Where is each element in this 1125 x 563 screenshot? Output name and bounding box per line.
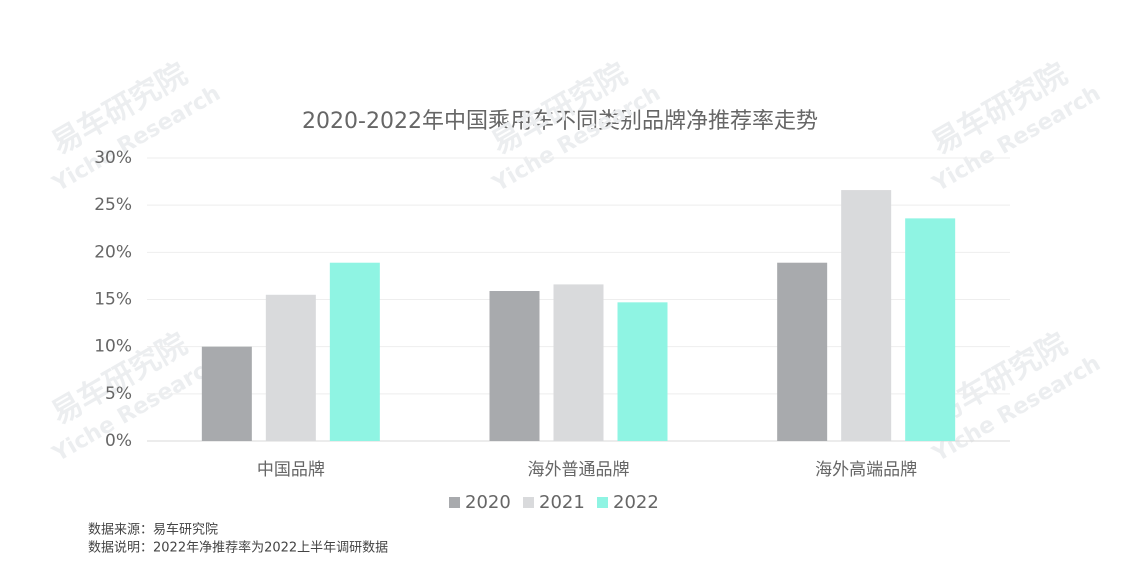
legend-swatch xyxy=(597,497,608,508)
legend-swatch xyxy=(523,497,534,508)
y-tick-label: 25% xyxy=(94,195,132,215)
bar xyxy=(841,190,892,441)
bar xyxy=(489,291,540,441)
y-tick-label: 20% xyxy=(94,242,132,262)
legend-label: 2021 xyxy=(539,492,585,513)
bar xyxy=(617,302,668,441)
x-tick-label: 海外普通品牌 xyxy=(528,460,630,480)
legend-swatch xyxy=(449,497,460,508)
y-tick-label: 5% xyxy=(105,384,132,404)
x-tick-label: 中国品牌 xyxy=(257,460,325,480)
y-tick-label: 0% xyxy=(105,431,132,451)
bar xyxy=(329,262,380,441)
source-note: 数据来源：易车研究院 xyxy=(88,522,218,538)
legend-label: 2020 xyxy=(465,492,511,513)
bar xyxy=(553,284,604,441)
y-tick-label: 15% xyxy=(94,290,132,310)
y-tick-label: 10% xyxy=(94,337,132,357)
data-note: 数据说明：2022年净推荐率为2022上半年调研数据 xyxy=(88,540,388,556)
bar xyxy=(777,262,828,441)
y-tick-label: 30% xyxy=(94,148,132,168)
x-tick-label: 海外高端品牌 xyxy=(815,460,917,480)
legend-label: 2022 xyxy=(613,492,659,513)
chart-title: 2020-2022年中国乘用车不同类别品牌净推荐率走势 xyxy=(302,109,818,134)
bar xyxy=(265,294,316,441)
bar xyxy=(905,218,956,441)
bar xyxy=(201,346,252,441)
